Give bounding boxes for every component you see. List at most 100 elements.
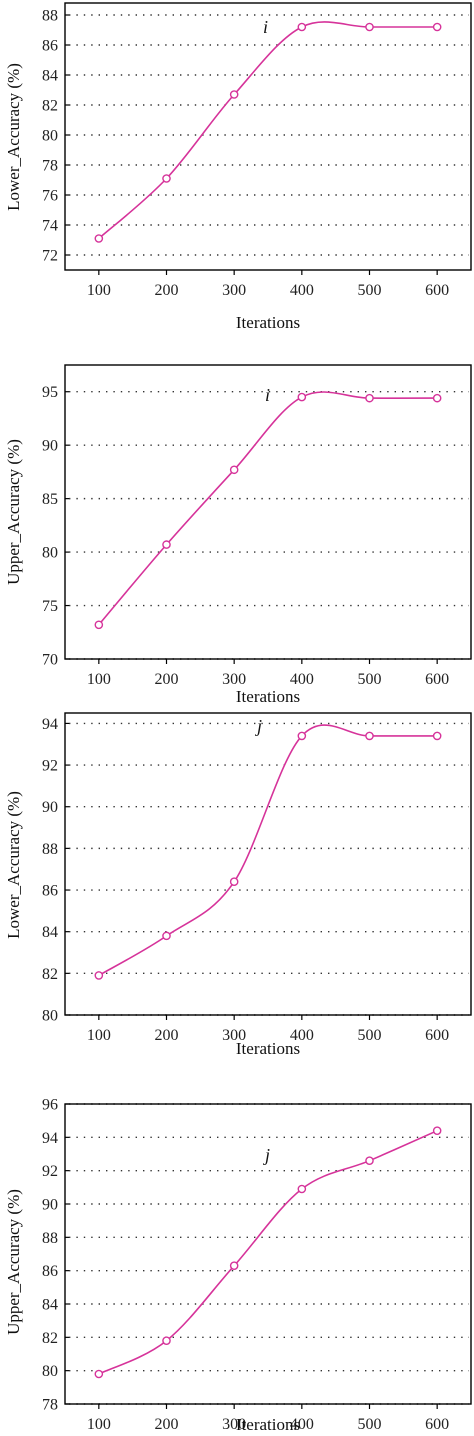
data-point xyxy=(94,234,104,243)
annotation-label: i xyxy=(265,385,270,405)
x-tick-label: 500 xyxy=(358,282,382,299)
data-point xyxy=(432,1126,442,1135)
x-axis-label: Iterations xyxy=(236,1039,300,1058)
y-tick-label: 84 xyxy=(42,1297,58,1314)
y-tick-label: 80 xyxy=(42,1008,58,1025)
plot-frame xyxy=(64,364,472,660)
y-tick-label: 86 xyxy=(42,883,58,900)
x-tick-label: 500 xyxy=(358,1027,382,1044)
annotation-label: i xyxy=(263,17,268,37)
y-tick-label: 94 xyxy=(42,716,58,733)
y-axis-label: Lower_Accuracy (%) xyxy=(4,791,23,939)
data-point xyxy=(229,877,239,887)
x-axis-label: Iterations xyxy=(236,1415,300,1434)
y-tick-label: 82 xyxy=(42,98,58,115)
x-tick-label: 600 xyxy=(425,1416,449,1433)
y-axis-label: Upper_Accuracy (%) xyxy=(4,439,23,585)
x-axis-label: Iterations xyxy=(236,313,300,332)
y-tick-label: 90 xyxy=(42,438,58,455)
y-axis-label: Upper_Accuracy (%) xyxy=(4,1189,23,1335)
data-point xyxy=(365,393,374,403)
data-point xyxy=(365,731,374,741)
data-point xyxy=(432,731,442,741)
x-tick-label: 200 xyxy=(155,1416,179,1433)
x-tick-label: 100 xyxy=(87,671,111,688)
data-point xyxy=(297,22,307,32)
y-tick-label: 70 xyxy=(42,652,58,669)
x-tick-label: 100 xyxy=(87,1416,111,1433)
plot-frame xyxy=(64,1103,472,1405)
x-tick-label: 300 xyxy=(222,282,246,299)
data-point xyxy=(432,22,442,32)
x-tick-label: 400 xyxy=(290,1416,314,1433)
series-line xyxy=(98,1129,438,1375)
data-point xyxy=(162,174,171,183)
y-tick-label: 84 xyxy=(42,68,58,85)
plot-frame xyxy=(64,2,472,271)
x-tick-label: 100 xyxy=(87,1027,111,1044)
y-tick-label: 94 xyxy=(42,1130,58,1147)
x-tick-label: 600 xyxy=(425,282,449,299)
y-tick-label: 80 xyxy=(42,128,58,145)
x-tick-label: 300 xyxy=(222,671,246,688)
y-tick-label: 82 xyxy=(42,966,58,983)
y-tick-label: 75 xyxy=(42,598,58,615)
series-line xyxy=(98,391,438,626)
y-tick-label: 96 xyxy=(42,1097,58,1114)
x-tick-label: 200 xyxy=(155,1027,179,1044)
data-point xyxy=(297,1184,307,1194)
y-tick-label: 80 xyxy=(42,545,58,562)
y-tick-label: 78 xyxy=(42,158,58,175)
x-tick-label: 300 xyxy=(222,1416,246,1433)
chart-upper-accuracy-i: 70 75 80 85 90 95 100 200 300 400 500 600 i Iterat… xyxy=(4,364,472,706)
annotation-label: j xyxy=(263,1145,270,1165)
y-tick-label: 92 xyxy=(42,1163,58,1180)
chart-lower-accuracy-j: 80 82 84 86 88 90 92 94 100 200 300 400 500 600 j It… xyxy=(4,712,472,1058)
data-point xyxy=(162,931,171,941)
y-tick-label: 90 xyxy=(42,799,58,816)
x-tick-label: 500 xyxy=(358,671,382,688)
y-tick-label: 82 xyxy=(42,1330,58,1347)
data-point xyxy=(365,1156,374,1165)
annotation-label: j xyxy=(255,716,262,736)
data-point xyxy=(94,1369,104,1379)
data-point xyxy=(297,392,307,402)
x-tick-label: 500 xyxy=(358,1416,382,1433)
data-point xyxy=(432,393,442,403)
y-tick-label: 95 xyxy=(42,384,58,401)
y-tick-label: 92 xyxy=(42,758,58,775)
y-tick-label: 86 xyxy=(42,1263,58,1280)
y-tick-label: 74 xyxy=(42,218,58,235)
x-tick-label: 200 xyxy=(155,671,179,688)
y-tick-label: 88 xyxy=(42,1230,58,1247)
data-point xyxy=(162,1336,171,1345)
x-tick-label: 300 xyxy=(222,1027,246,1044)
y-tick-label: 88 xyxy=(42,841,58,858)
x-tick-label: 400 xyxy=(290,1027,314,1044)
x-tick-label: 400 xyxy=(290,671,314,688)
y-tick-label: 72 xyxy=(42,248,58,265)
data-point xyxy=(229,90,239,99)
data-point xyxy=(229,465,239,475)
data-point xyxy=(94,620,104,630)
y-tick-label: 84 xyxy=(42,924,58,941)
x-tick-label: 100 xyxy=(87,282,111,299)
x-tick-label: 600 xyxy=(425,671,449,688)
y-tick-label: 85 xyxy=(42,491,58,508)
y-tick-label: 88 xyxy=(42,8,58,25)
y-axis-label: Lower_Accuracy (%) xyxy=(4,63,23,211)
series-line xyxy=(98,21,438,240)
plot-frame xyxy=(64,712,472,1016)
y-tick-label: 86 xyxy=(42,38,58,55)
data-point xyxy=(297,731,307,741)
series-line xyxy=(98,724,438,977)
y-tick-label: 76 xyxy=(42,188,58,205)
x-tick-label: 200 xyxy=(155,282,179,299)
y-tick-label: 78 xyxy=(42,1397,58,1414)
y-tick-label: 80 xyxy=(42,1363,58,1380)
x-axis-label: Iterations xyxy=(236,687,300,706)
data-point xyxy=(229,1261,239,1270)
data-point xyxy=(365,22,374,32)
